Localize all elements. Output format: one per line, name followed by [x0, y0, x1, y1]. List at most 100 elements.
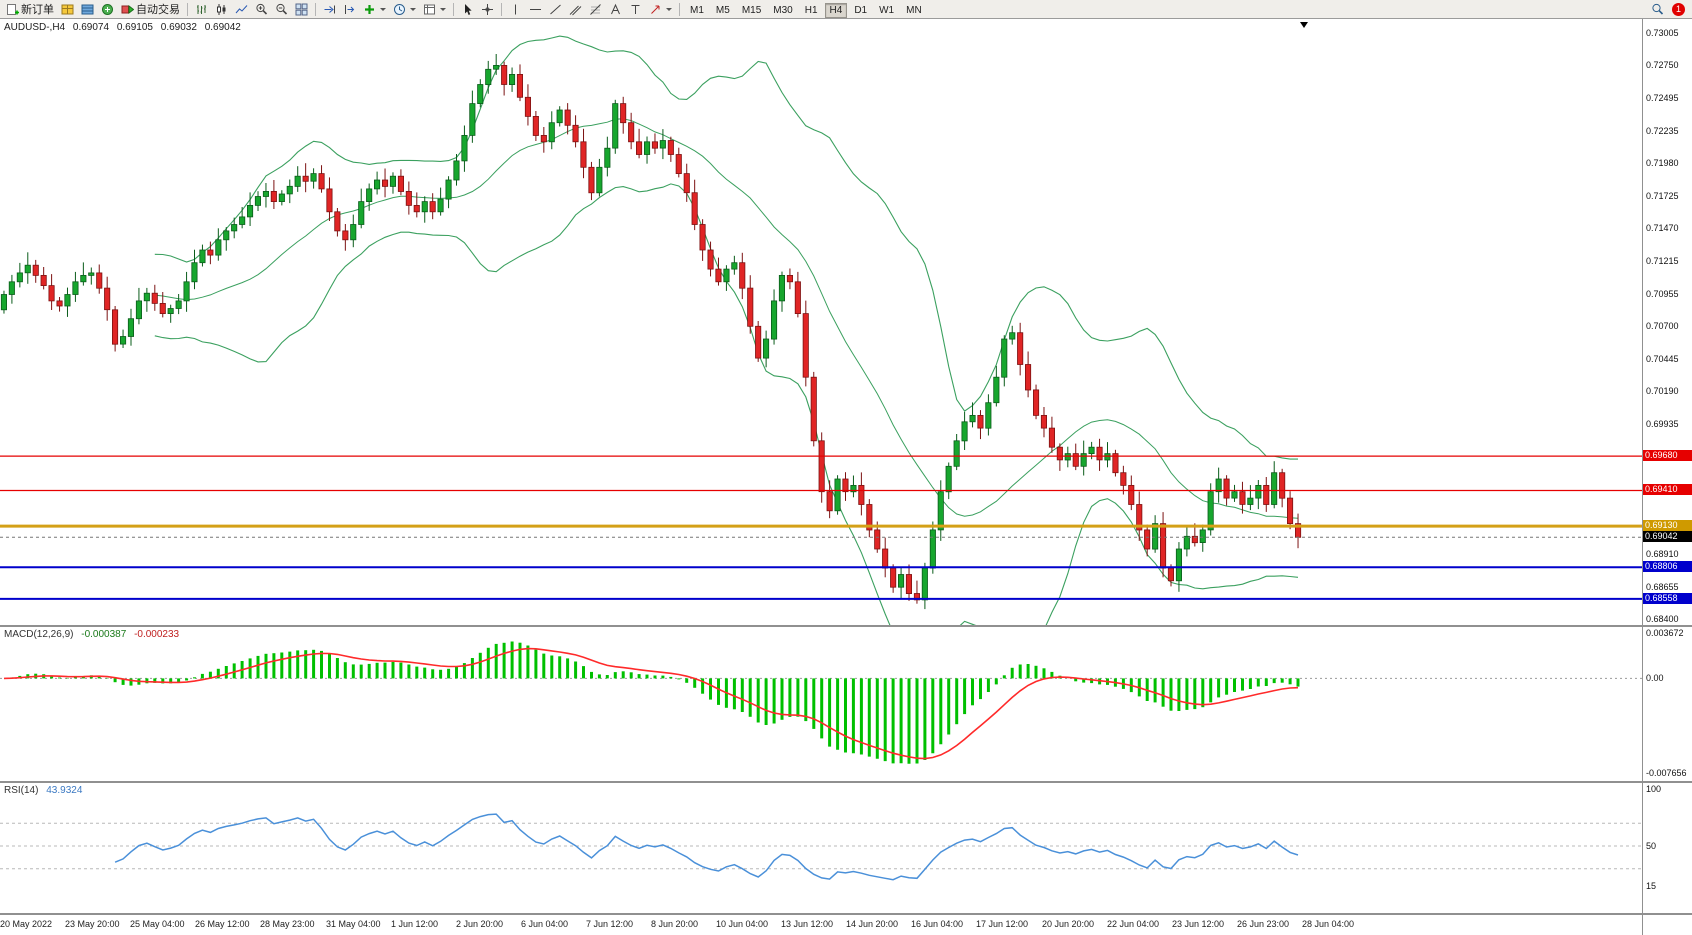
- time-axis-label: 28 Jun 04:00: [1302, 919, 1355, 929]
- notification-badge[interactable]: 1: [1672, 2, 1685, 16]
- price-axis[interactable]: 0.73005 0.72750 0.72495 0.72235 0.71980 0.717…: [1642, 19, 1692, 627]
- rsi-name: RSI(14): [4, 785, 39, 796]
- macd-axis[interactable]: 0.003672 0.00 -0.007656: [1642, 627, 1692, 783]
- vertical-line-button[interactable]: [506, 1, 525, 17]
- price-axis-label: 0.70700: [1646, 321, 1679, 332]
- text-icon: [609, 3, 622, 16]
- price-badge-0.69680: 0.69680: [1643, 450, 1692, 462]
- periods-button[interactable]: [390, 1, 419, 17]
- trendline-button[interactable]: [546, 1, 565, 17]
- timeframe-H1[interactable]: H1: [800, 3, 823, 18]
- text-label-button[interactable]: [626, 1, 645, 17]
- horizontal-line-icon: [529, 3, 542, 16]
- indicators-button[interactable]: [360, 1, 389, 17]
- templates-button[interactable]: [420, 1, 449, 17]
- timeframe-D1[interactable]: D1: [849, 3, 872, 18]
- macd-axis-label: 0.00: [1646, 673, 1664, 684]
- timeframe-MN[interactable]: MN: [901, 3, 927, 18]
- rsi-panel[interactable]: RSI(14) 43.9324: [0, 783, 1642, 915]
- navigator-button[interactable]: [98, 1, 117, 17]
- zoom-out-icon: [275, 3, 288, 16]
- price-badge-0.69042: 0.69042: [1643, 531, 1692, 543]
- autotrade-button[interactable]: 自动交易: [118, 1, 183, 17]
- tile-windows-button[interactable]: [292, 1, 311, 17]
- new-order-button[interactable]: 新订单: [3, 1, 57, 17]
- periods-icon: [393, 3, 406, 16]
- autotrade-icon: [121, 3, 134, 16]
- rsi-canvas[interactable]: [0, 783, 1642, 913]
- bars-chart-button[interactable]: [192, 1, 211, 17]
- price-chart-canvas[interactable]: [0, 19, 1642, 625]
- text-button[interactable]: [606, 1, 625, 17]
- timeframe-M15[interactable]: M15: [737, 3, 766, 18]
- price-axis-label: 0.71470: [1646, 223, 1679, 234]
- rsi-axis-label: 100: [1646, 784, 1662, 794]
- time-axis[interactable]: 20 May 2022 23 May 20:00 25 May 04:00 26 Ma…: [0, 915, 1642, 935]
- time-axis-label: 26 May 12:00: [195, 919, 250, 929]
- rsi-label: RSI(14) 43.9324: [4, 785, 87, 796]
- time-axis-label: 6 Jun 04:00: [521, 919, 569, 929]
- macd-panel[interactable]: MACD(12,26,9) -0.000387 -0.000233: [0, 627, 1642, 783]
- macd-value-main: -0.000387: [81, 629, 127, 640]
- scroll-position-marker-icon[interactable]: [1300, 22, 1308, 28]
- price-badge-0.68806: 0.68806: [1643, 561, 1692, 573]
- macd-axis-label: 0.003672: [1646, 628, 1684, 638]
- equidistant-channel-button[interactable]: [566, 1, 585, 17]
- auto-scroll-button[interactable]: [320, 1, 339, 17]
- search-button[interactable]: [1648, 1, 1667, 17]
- timeframe-M5[interactable]: M5: [711, 3, 735, 18]
- price-axis-label: 0.72235: [1646, 125, 1679, 136]
- ohlc-close: 0.69042: [204, 22, 241, 33]
- time-axis-label: 25 May 04:00: [130, 919, 185, 929]
- candlestick-chart-button[interactable]: [212, 1, 231, 17]
- zoom-out-button[interactable]: [272, 1, 291, 17]
- price-badge-0.68558: 0.68558: [1643, 592, 1692, 604]
- line-chart-button[interactable]: [232, 1, 251, 17]
- crosshair-icon: [481, 3, 494, 16]
- chart-title: AUDUSD-,H4 0.69074 0.69105 0.69032 0.690…: [4, 22, 246, 33]
- time-axis-label: 26 Jun 23:00: [1237, 919, 1290, 929]
- time-axis-label: 13 Jun 12:00: [781, 919, 834, 929]
- chart-window: AUDUSD-,H4 0.69074 0.69105 0.69032 0.690…: [0, 19, 1692, 935]
- chevron-down-icon: [666, 7, 672, 11]
- bars-chart-icon: [195, 3, 208, 16]
- time-axis-label: 16 Jun 04:00: [911, 919, 964, 929]
- macd-canvas[interactable]: [0, 627, 1642, 781]
- zoom-in-button[interactable]: [252, 1, 271, 17]
- price-axis-label: 0.68655: [1646, 581, 1679, 592]
- horizontal-line-button[interactable]: [526, 1, 545, 17]
- toolbar-separator: [315, 2, 316, 16]
- time-axis-label: 28 May 23:00: [260, 919, 315, 929]
- timeframe-M1[interactable]: M1: [685, 3, 709, 18]
- time-axis-label: 23 Jun 12:00: [1172, 919, 1225, 929]
- cursor-button[interactable]: [458, 1, 477, 17]
- data-window-button[interactable]: [78, 1, 97, 17]
- fibonacci-icon: [589, 3, 602, 16]
- timeframe-M30[interactable]: M30: [768, 3, 797, 18]
- search-icon: [1651, 3, 1664, 16]
- price-axis-label: 0.70955: [1646, 288, 1679, 299]
- crosshair-button[interactable]: [478, 1, 497, 17]
- fibonacci-button[interactable]: [586, 1, 605, 17]
- vertical-line-icon: [509, 3, 522, 16]
- navigator-icon: [101, 3, 114, 16]
- price-axis-label: 0.70445: [1646, 353, 1679, 364]
- time-axis-label: 2 Jun 20:00: [456, 919, 504, 929]
- price-axis-label: 0.72495: [1646, 92, 1679, 103]
- equidistant-channel-icon: [569, 3, 582, 16]
- rsi-axis-label: 50: [1646, 841, 1657, 851]
- chart-shift-button[interactable]: [340, 1, 359, 17]
- price-chart-panel[interactable]: AUDUSD-,H4 0.69074 0.69105 0.69032 0.690…: [0, 19, 1642, 627]
- axis-corner: [1642, 915, 1692, 935]
- candlestick-chart-icon: [215, 3, 228, 16]
- rsi-axis[interactable]: 100 50 15: [1642, 783, 1692, 915]
- time-axis-label: 7 Jun 12:00: [586, 919, 634, 929]
- macd-axis-label: -0.007656: [1646, 768, 1687, 778]
- rsi-value: 43.9324: [46, 785, 83, 796]
- timeframe-H4[interactable]: H4: [824, 3, 848, 18]
- zoom-in-icon: [255, 3, 268, 16]
- time-axis-label: 10 Jun 04:00: [716, 919, 769, 929]
- arrows-button[interactable]: [646, 1, 675, 17]
- market-watch-button[interactable]: [58, 1, 77, 17]
- timeframe-W1[interactable]: W1: [874, 3, 899, 18]
